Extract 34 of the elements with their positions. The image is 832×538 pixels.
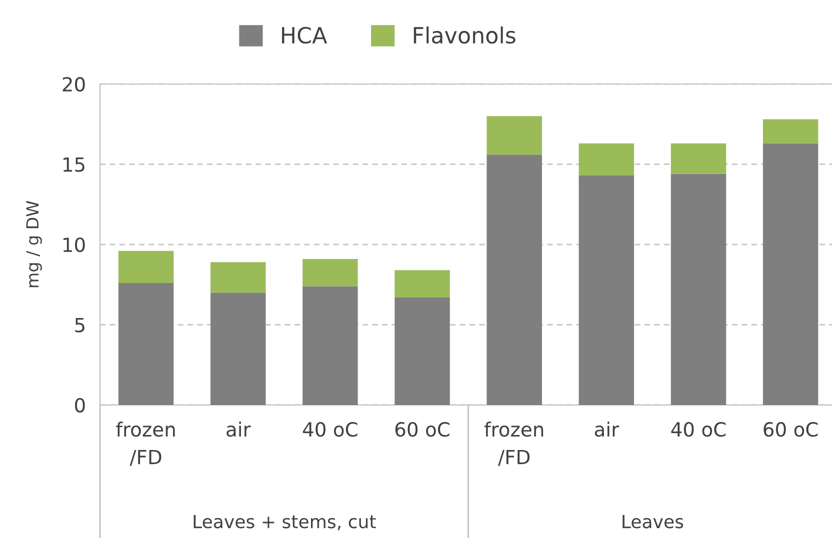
- bar: [578, 143, 634, 176]
- bar: [302, 258, 358, 286]
- bar: [394, 297, 450, 405]
- bar: [670, 174, 726, 405]
- x-tick-label: 40 oC: [302, 422, 358, 437]
- bar: [578, 175, 634, 405]
- y-axis-title: mg / g DW: [26, 200, 42, 288]
- x-tick-label: 60 oC: [764, 422, 818, 437]
- bar: [210, 262, 266, 293]
- bar: [302, 286, 358, 405]
- bar: [670, 143, 726, 174]
- x-tick-label: frozen /FD: [116, 422, 175, 466]
- x-tick-label: 40 oC: [671, 422, 726, 437]
- text: Leaves: [622, 514, 684, 528]
- bar: [762, 119, 818, 144]
- bar: [118, 250, 174, 284]
- bar: [394, 270, 450, 298]
- bar: [486, 116, 542, 155]
- y-tick-label: 10: [64, 237, 85, 252]
- bar: [762, 143, 818, 405]
- x-tick-label: 60 oC: [395, 422, 450, 437]
- x-tick-label: frozen /FD: [484, 422, 544, 466]
- text: Leaves + stems, cut: [194, 514, 376, 530]
- y-tick-label: 20: [62, 76, 85, 92]
- legend-label: Flavonols: [414, 26, 516, 44]
- bar: [210, 292, 266, 405]
- y-tick-label: 5: [75, 318, 84, 332]
- legend-label: HCA: [282, 26, 328, 44]
- bar: [486, 154, 542, 405]
- y-tick-label: 0: [75, 398, 85, 413]
- bar: [118, 283, 174, 405]
- x-tick-label: air: [226, 422, 251, 437]
- x-tick-label: air: [594, 422, 620, 437]
- y-tick-label: 15: [64, 157, 84, 172]
